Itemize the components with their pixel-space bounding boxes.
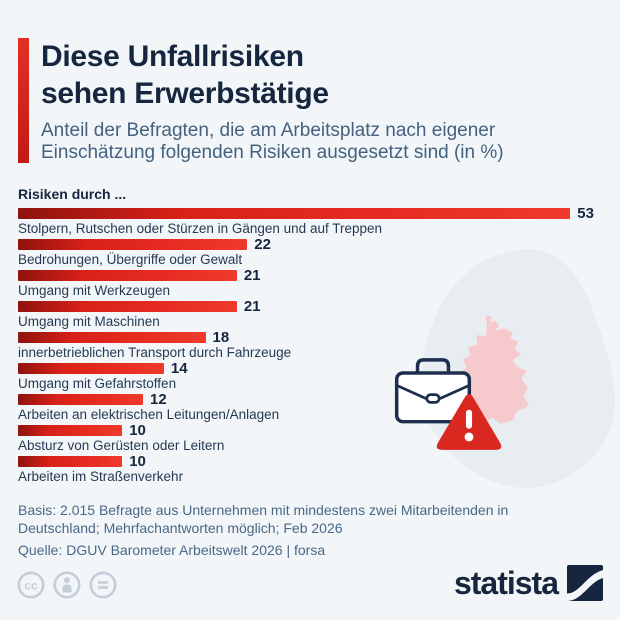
bar-label: Bedrohungen, Übergriffe oder Gewalt xyxy=(18,252,243,267)
bar-value: 53 xyxy=(577,205,594,222)
header: Diese Unfallrisiken sehen Erwerbstätige … xyxy=(18,38,504,163)
bar-value: 21 xyxy=(243,267,261,284)
page-title-line2: sehen Erwerbstätige xyxy=(41,77,329,110)
bar-row: 21 Umgang mit Werkzeugen xyxy=(18,267,602,298)
bar-value: 22 xyxy=(254,236,271,253)
bar-label: Arbeiten an elektrischen Leitungen/Anlag… xyxy=(18,407,280,422)
bar-row: 18 innerbetrieblichen Transport durch Fa… xyxy=(18,329,602,360)
bar-value: 14 xyxy=(170,360,188,377)
bar-label: innerbetrieblichen Transport durch Fahrz… xyxy=(18,345,292,360)
bar-label: Stolpern, Rutschen oder Stürzen in Gänge… xyxy=(18,221,382,236)
bar-row: 12 Arbeiten an elektrischen Leitungen/An… xyxy=(18,391,602,422)
bar xyxy=(18,208,571,219)
bar-value: 10 xyxy=(129,453,146,470)
statista-wordmark: statista xyxy=(453,565,559,601)
bar-label: Arbeiten im Straßenverkehr xyxy=(18,469,184,484)
bar-row: 14 Umgang mit Gefahrstoffen xyxy=(18,360,602,391)
attribution-person-icon[interactable] xyxy=(53,571,81,599)
bar-label: Umgang mit Maschinen xyxy=(18,314,160,329)
bar-label: Absturz von Gerüsten oder Leitern xyxy=(18,438,225,453)
bar-row: 53 Stolpern, Rutschen oder Stürzen in Gä… xyxy=(18,205,602,236)
bar xyxy=(18,270,237,281)
bar xyxy=(18,301,237,312)
bar-row: 10 Absturz von Gerüsten oder Leitern xyxy=(18,422,602,453)
chart-caption: Risiken durch ... xyxy=(18,186,127,202)
bar xyxy=(18,425,123,436)
footnote-source: Quelle: DGUV Barometer Arbeitswelt 2026 … xyxy=(18,542,326,558)
bar-row: 10 Arbeiten im Straßenverkehr xyxy=(18,453,602,484)
subtitle: Anteil der Befragten, die am Arbeitsplat… xyxy=(41,120,504,163)
footnote-basis: Basis: 2.015 Befragte aus Unternehmen mi… xyxy=(18,502,509,536)
bar-row: 22 Bedrohungen, Übergriffe oder Gewalt xyxy=(18,236,602,267)
bar xyxy=(18,332,206,343)
bar xyxy=(18,239,248,250)
bar-row: 21 Umgang mit Maschinen xyxy=(18,298,602,329)
bar-value: 18 xyxy=(212,329,230,346)
statista-mark-icon xyxy=(567,565,603,601)
bar-value: 21 xyxy=(243,298,261,315)
bar-value: 10 xyxy=(129,422,146,439)
page-title-line1: Diese Unfallrisiken xyxy=(41,40,304,73)
equals-icon[interactable] xyxy=(89,571,117,599)
subtitle-line1: Anteil der Befragten, die am Arbeitsplat… xyxy=(41,120,496,141)
cc-icon[interactable]: cc xyxy=(17,571,45,599)
bar-chart: Risiken durch ... 53 Stolpern, Rutschen … xyxy=(18,186,602,487)
statista-logo[interactable]: statista xyxy=(454,565,603,601)
subtitle-line2: Einschätzung folgenden Risiken ausgesetz… xyxy=(41,141,504,163)
footnote: Basis: 2.015 Befragte aus Unternehmen mi… xyxy=(18,501,586,559)
bar xyxy=(18,456,123,467)
bar-label: Umgang mit Gefahrstoffen xyxy=(18,376,177,391)
svg-text:cc: cc xyxy=(24,579,38,593)
bar xyxy=(18,363,164,374)
bar-value: 12 xyxy=(150,391,167,408)
bar xyxy=(18,394,144,405)
bar-label: Umgang mit Werkzeugen xyxy=(18,283,171,298)
red-accent-bar xyxy=(18,38,29,163)
license-badges: cc xyxy=(17,571,117,599)
header-text: Diese Unfallrisiken sehen Erwerbstätige … xyxy=(41,38,504,163)
